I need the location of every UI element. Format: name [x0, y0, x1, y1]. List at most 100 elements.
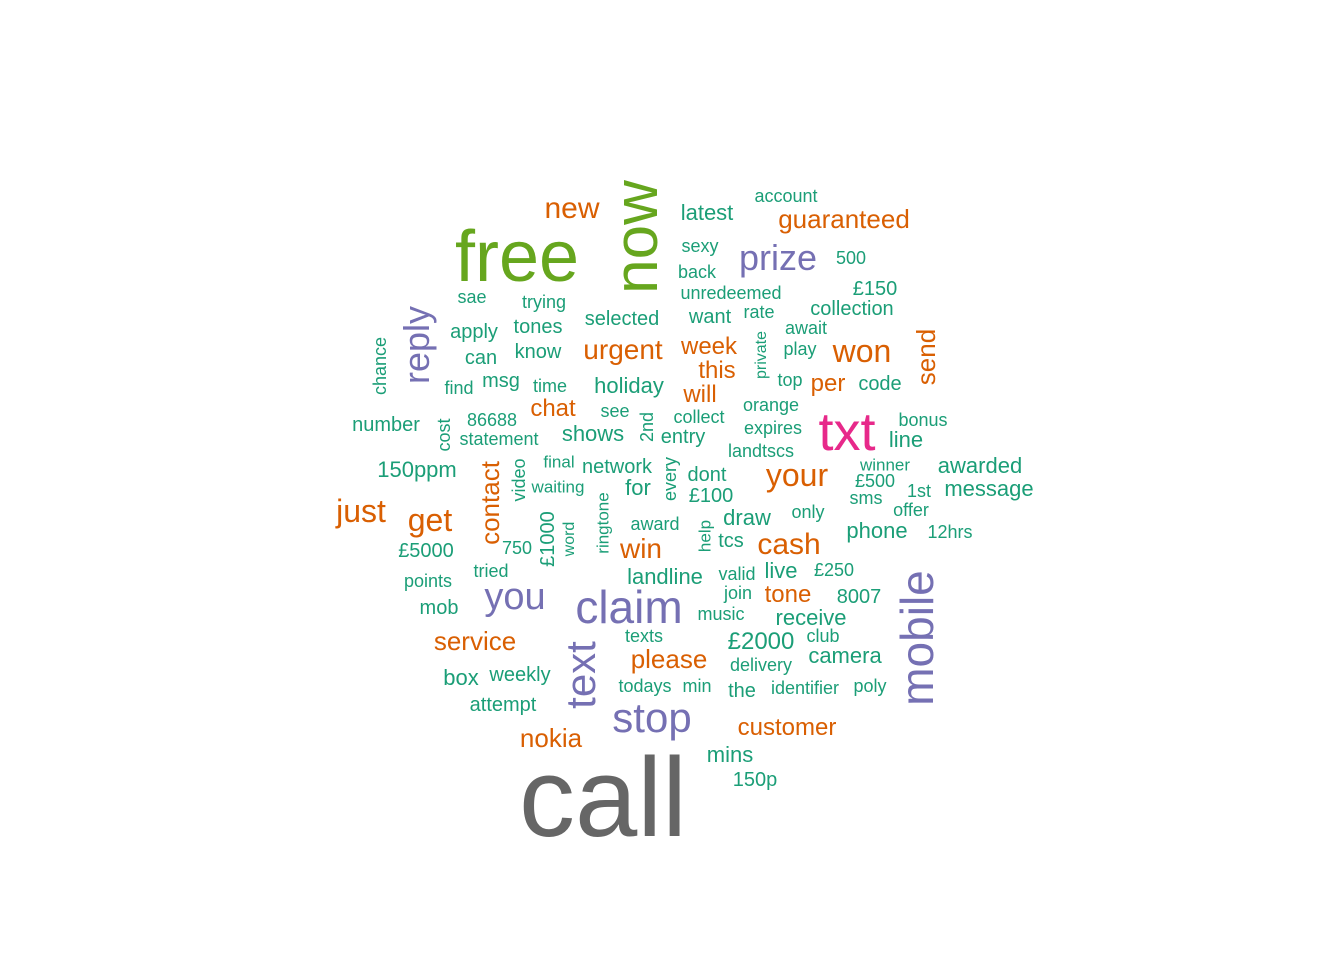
word-3: txt: [818, 402, 876, 462]
word-0: call: [518, 735, 688, 860]
word-79: every: [660, 456, 680, 502]
word-88: offer: [893, 500, 929, 520]
word-96: word: [561, 521, 578, 557]
word-1: free: [454, 217, 580, 297]
word-34: sexy: [681, 236, 719, 256]
word-101: tried: [473, 561, 509, 581]
word-85: for: [625, 475, 651, 500]
word-74: awarded: [937, 453, 1023, 478]
word-124: attempt: [469, 694, 537, 716]
word-83: message: [944, 476, 1034, 501]
word-82: 1st: [906, 481, 932, 501]
word-91: only: [791, 502, 825, 522]
word-18: contact: [475, 461, 505, 545]
word-54: code: [858, 373, 902, 395]
word-51: can: [464, 347, 498, 369]
word-29: per: [810, 370, 846, 397]
word-121: the: [728, 680, 756, 702]
word-60: see: [600, 401, 630, 421]
word-45: await: [784, 318, 828, 338]
word-20: service: [433, 626, 517, 656]
word-107: join: [723, 583, 753, 603]
word-67: expires: [743, 418, 803, 438]
word-16: urgent: [583, 334, 663, 365]
word-27: this: [698, 357, 736, 384]
word-113: £2000: [727, 628, 795, 655]
word-48: private: [753, 330, 770, 380]
word-4: claim: [575, 581, 683, 633]
word-5: mobile: [891, 570, 943, 706]
word-22: nokia: [519, 723, 583, 753]
word-114: club: [806, 626, 840, 646]
word-123: poly: [853, 676, 887, 696]
word-119: todays: [618, 676, 672, 696]
word-89: ringtone: [593, 492, 613, 554]
word-92: £1000: [537, 511, 559, 567]
word-47: tones: [513, 316, 563, 338]
word-117: box: [443, 665, 479, 690]
word-61: collect: [673, 407, 725, 427]
word-115: camera: [808, 643, 882, 668]
word-35: back: [677, 262, 717, 282]
word-55: find: [444, 378, 474, 398]
word-100: 750: [501, 538, 533, 558]
word-112: texts: [624, 626, 664, 646]
word-99: £5000: [398, 540, 454, 562]
word-44: rate: [743, 302, 775, 322]
word-98: tcs: [718, 530, 744, 552]
word-125: mins: [706, 742, 754, 767]
word-94: phone: [846, 518, 908, 543]
word-42: selected: [584, 308, 660, 330]
word-7: stop: [612, 694, 692, 741]
word-86: sms: [849, 488, 883, 508]
word-93: award: [630, 514, 680, 534]
word-70: shows: [561, 421, 625, 446]
word-25: win: [619, 533, 663, 564]
word-103: valid: [718, 564, 756, 584]
word-10: reply: [396, 305, 437, 385]
word-109: mob: [419, 597, 459, 619]
word-39: sae: [457, 287, 487, 307]
word-81: £500: [854, 471, 896, 491]
word-31: tone: [764, 581, 812, 608]
word-9: prize: [738, 237, 818, 278]
word-43: want: [688, 306, 732, 328]
word-26: week: [680, 333, 738, 360]
word-56: msg: [482, 370, 520, 392]
word-53: top: [777, 370, 803, 390]
word-17: new: [544, 192, 600, 225]
word-30: chat: [530, 395, 576, 422]
word-32: latest: [680, 200, 734, 225]
word-14: get: [407, 502, 453, 538]
word-2: now: [602, 180, 671, 294]
word-50: chance: [370, 336, 390, 396]
word-126: 150p: [732, 769, 778, 791]
word-72: landtscs: [727, 441, 795, 461]
word-120: min: [682, 676, 712, 696]
word-36: 500: [835, 248, 867, 268]
word-71: entry: [660, 426, 706, 448]
word-33: account: [754, 186, 818, 206]
word-95: 12hrs: [927, 522, 973, 542]
word-24: guaranteed: [778, 204, 910, 234]
word-76: video: [509, 458, 529, 502]
word-59: orange: [742, 395, 800, 415]
word-97: help: [695, 519, 715, 553]
word-57: time: [532, 376, 568, 396]
word-84: waiting: [531, 477, 585, 497]
word-110: music: [697, 604, 745, 624]
word-68: line: [888, 427, 924, 452]
word-62: bonus: [898, 410, 948, 430]
word-90: draw: [723, 505, 771, 530]
word-64: cost: [434, 418, 454, 452]
word-49: play: [783, 339, 817, 359]
word-41: collection: [810, 298, 894, 320]
word-52: know: [514, 341, 562, 363]
word-118: weekly: [489, 664, 551, 686]
word-40: trying: [521, 292, 567, 312]
word-58: holiday: [594, 373, 664, 398]
word-63: number: [352, 414, 420, 436]
word-15: cash: [757, 528, 821, 561]
word-105: £250: [813, 560, 855, 580]
word-102: landline: [627, 564, 703, 589]
